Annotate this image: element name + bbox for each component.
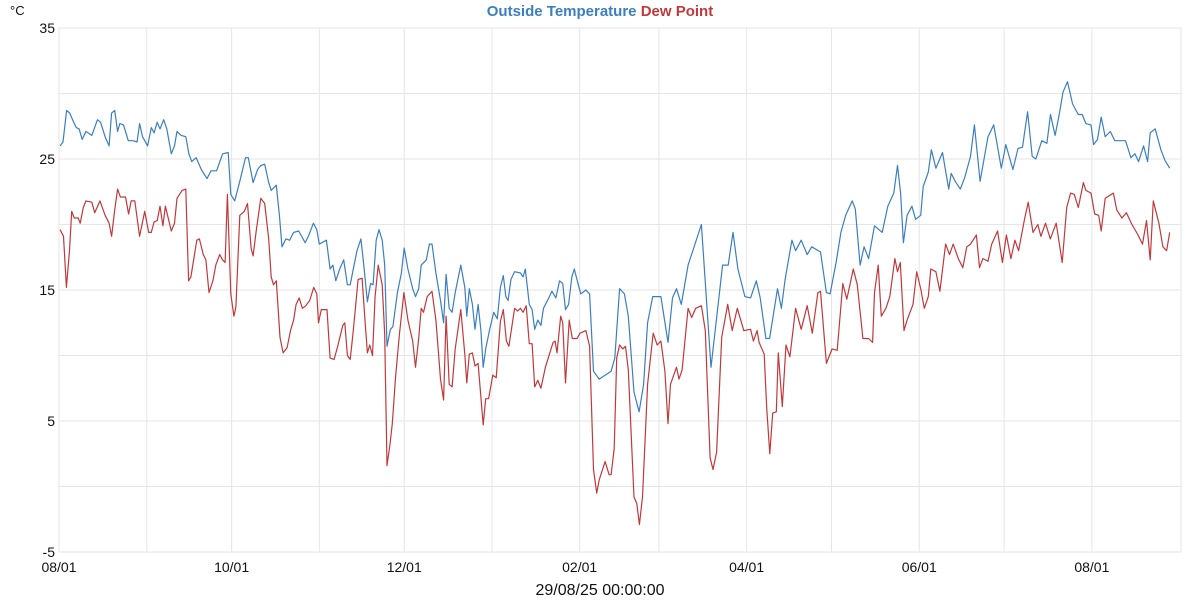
y-tick-label: 35 (39, 20, 55, 36)
y-tick-label: 25 (39, 151, 55, 167)
x-tick-label: 10/01 (214, 559, 249, 575)
x-tick-label: 08/01 (1074, 559, 1109, 575)
x-tick-label: 06/01 (902, 559, 937, 575)
series-line-dew-point (59, 182, 1171, 526)
y-tick-label: -5 (43, 544, 56, 560)
legend-dew-point[interactable]: Dew Point (640, 3, 714, 20)
x-tick-label: 08/01 (41, 559, 76, 575)
x-tick-label: 12/01 (387, 559, 422, 575)
y-tick-label: 5 (47, 413, 55, 429)
y-axis-unit-label: °C (10, 3, 25, 18)
series-line-outside-temperature (59, 81, 1171, 413)
x-tick-label: 04/01 (729, 559, 764, 575)
x-tick-label: 02/01 (562, 559, 597, 575)
chart-title-legend: Outside Temperature Dew Point (0, 3, 1200, 20)
legend-outside-temperature[interactable]: Outside Temperature (486, 3, 637, 20)
x-axis-label: 29/08/25 00:00:00 (535, 582, 665, 599)
y-tick-label: 15 (39, 282, 55, 298)
